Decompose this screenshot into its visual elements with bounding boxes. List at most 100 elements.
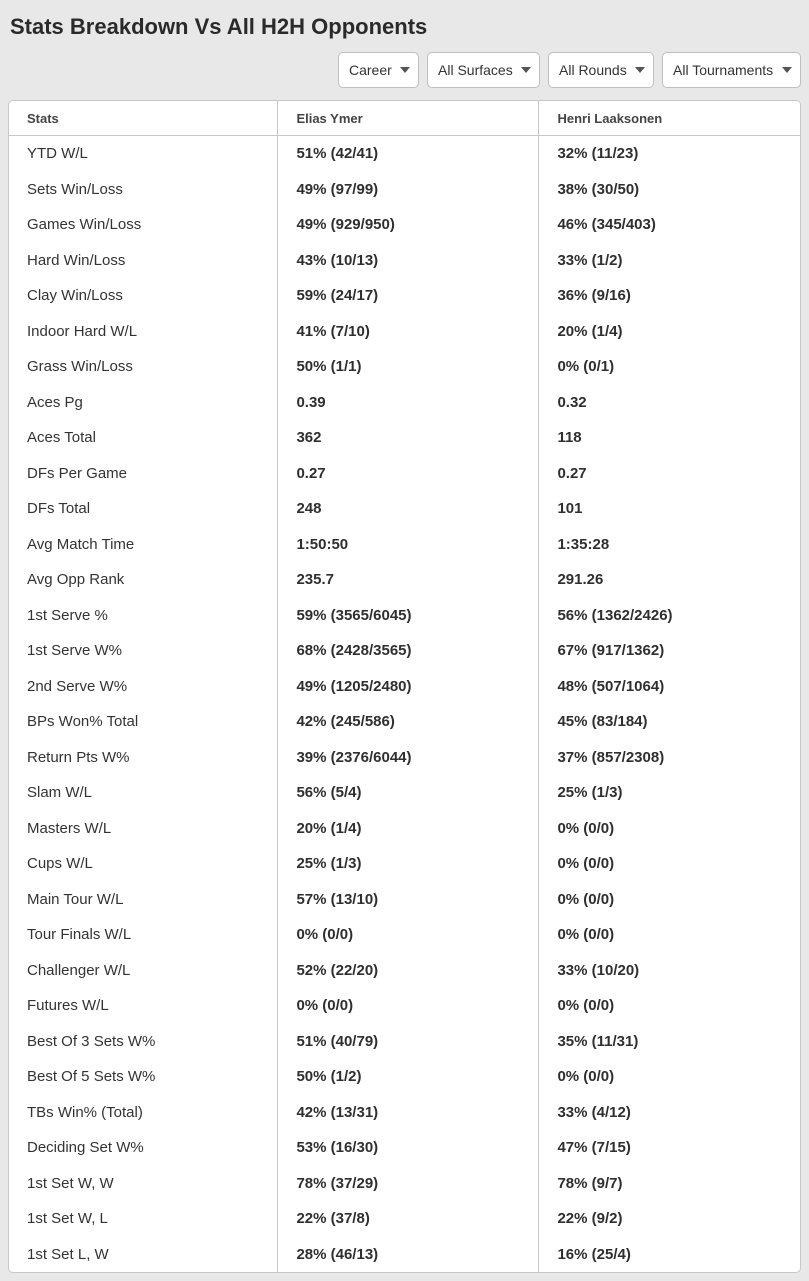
- stat-value-p2: 32% (11/23): [539, 136, 800, 172]
- stat-value-p2: 118: [539, 420, 800, 456]
- stat-label: Deciding Set W%: [9, 1130, 278, 1166]
- stat-value-p1: 53% (16/30): [278, 1130, 539, 1166]
- stat-label: Aces Total: [9, 420, 278, 456]
- stat-value-p2: 48% (507/1064): [539, 669, 800, 705]
- stat-label: Futures W/L: [9, 988, 278, 1024]
- stat-value-p2: 47% (7/15): [539, 1130, 800, 1166]
- stat-label: Hard Win/Loss: [9, 243, 278, 279]
- table-row: Sets Win/Loss49% (97/99)38% (30/50): [9, 172, 800, 208]
- stat-label: 1st Serve %: [9, 598, 278, 634]
- stat-value-p1: 59% (3565/6045): [278, 598, 539, 634]
- col-header-player1: Elias Ymer: [278, 101, 539, 136]
- stat-label: Avg Match Time: [9, 527, 278, 563]
- stat-value-p2: 22% (9/2): [539, 1201, 800, 1237]
- stat-label: 1st Set W, L: [9, 1201, 278, 1237]
- stat-label: TBs Win% (Total): [9, 1095, 278, 1131]
- table-row: Avg Match Time1:50:501:35:28: [9, 527, 800, 563]
- stat-label: Indoor Hard W/L: [9, 314, 278, 350]
- stat-value-p2: 291.26: [539, 562, 800, 598]
- stat-value-p1: 235.7: [278, 562, 539, 598]
- table-row: 1st Set L, W28% (46/13)16% (25/4): [9, 1237, 800, 1273]
- stat-value-p1: 42% (13/31): [278, 1095, 539, 1131]
- stat-label: Return Pts W%: [9, 740, 278, 776]
- stat-label: Aces Pg: [9, 385, 278, 421]
- stat-label: DFs Total: [9, 491, 278, 527]
- stat-value-p2: 0% (0/1): [539, 349, 800, 385]
- stat-value-p2: 101: [539, 491, 800, 527]
- stat-value-p1: 51% (42/41): [278, 136, 539, 172]
- filter-bar: Career All Surfaces All Rounds All Tourn…: [8, 52, 801, 88]
- stat-value-p1: 50% (1/2): [278, 1059, 539, 1095]
- table-row: Best Of 3 Sets W%51% (40/79)35% (11/31): [9, 1024, 800, 1060]
- stat-label: 2nd Serve W%: [9, 669, 278, 705]
- table-row: Avg Opp Rank235.7291.26: [9, 562, 800, 598]
- stat-value-p2: 78% (9/7): [539, 1166, 800, 1202]
- stat-label: 1st Set W, W: [9, 1166, 278, 1202]
- stat-label: BPs Won% Total: [9, 704, 278, 740]
- table-row: Best Of 5 Sets W%50% (1/2)0% (0/0): [9, 1059, 800, 1095]
- stat-value-p1: 362: [278, 420, 539, 456]
- stat-label: Cups W/L: [9, 846, 278, 882]
- stat-value-p1: 0% (0/0): [278, 988, 539, 1024]
- stat-value-p1: 1:50:50: [278, 527, 539, 563]
- table-row: YTD W/L51% (42/41)32% (11/23): [9, 136, 800, 172]
- stat-value-p2: 46% (345/403): [539, 207, 800, 243]
- stat-value-p2: 0% (0/0): [539, 811, 800, 847]
- table-row: Deciding Set W%53% (16/30)47% (7/15): [9, 1130, 800, 1166]
- stat-label: Masters W/L: [9, 811, 278, 847]
- stat-value-p2: 36% (9/16): [539, 278, 800, 314]
- stat-value-p1: 0% (0/0): [278, 917, 539, 953]
- stat-value-p2: 56% (1362/2426): [539, 598, 800, 634]
- table-row: 1st Set W, L22% (37/8)22% (9/2): [9, 1201, 800, 1237]
- stat-value-p1: 42% (245/586): [278, 704, 539, 740]
- table-header-row: Stats Elias Ymer Henri Laaksonen: [9, 101, 800, 136]
- stat-value-p2: 0% (0/0): [539, 846, 800, 882]
- stat-value-p2: 0% (0/0): [539, 917, 800, 953]
- stats-table-card: Stats Elias Ymer Henri Laaksonen YTD W/L…: [8, 100, 801, 1273]
- stat-value-p2: 0% (0/0): [539, 988, 800, 1024]
- col-header-stats: Stats: [9, 101, 278, 136]
- table-row: Grass Win/Loss50% (1/1)0% (0/1): [9, 349, 800, 385]
- stat-value-p1: 28% (46/13): [278, 1237, 539, 1273]
- stat-value-p1: 78% (37/29): [278, 1166, 539, 1202]
- table-row: 1st Serve %59% (3565/6045)56% (1362/2426…: [9, 598, 800, 634]
- tournaments-select[interactable]: All Tournaments: [662, 52, 801, 88]
- stat-value-p1: 20% (1/4): [278, 811, 539, 847]
- table-row: Aces Total362118: [9, 420, 800, 456]
- stat-value-p1: 59% (24/17): [278, 278, 539, 314]
- stat-label: Tour Finals W/L: [9, 917, 278, 953]
- stats-table: Stats Elias Ymer Henri Laaksonen YTD W/L…: [9, 101, 800, 1272]
- stat-value-p1: 43% (10/13): [278, 243, 539, 279]
- page-title: Stats Breakdown Vs All H2H Opponents: [10, 14, 801, 40]
- stat-value-p2: 16% (25/4): [539, 1237, 800, 1273]
- stat-value-p2: 1:35:28: [539, 527, 800, 563]
- stat-value-p1: 49% (97/99): [278, 172, 539, 208]
- surface-select[interactable]: All Surfaces: [427, 52, 540, 88]
- stat-value-p1: 39% (2376/6044): [278, 740, 539, 776]
- stat-value-p1: 68% (2428/3565): [278, 633, 539, 669]
- table-row: 1st Serve W%68% (2428/3565)67% (917/1362…: [9, 633, 800, 669]
- stat-value-p1: 49% (1205/2480): [278, 669, 539, 705]
- table-row: Games Win/Loss49% (929/950)46% (345/403): [9, 207, 800, 243]
- rounds-select[interactable]: All Rounds: [548, 52, 654, 88]
- stat-value-p1: 57% (13/10): [278, 882, 539, 918]
- table-row: DFs Total248101: [9, 491, 800, 527]
- stat-value-p2: 37% (857/2308): [539, 740, 800, 776]
- stat-label: Challenger W/L: [9, 953, 278, 989]
- stat-value-p2: 67% (917/1362): [539, 633, 800, 669]
- period-select[interactable]: Career: [338, 52, 419, 88]
- stat-label: Avg Opp Rank: [9, 562, 278, 598]
- stat-label: Best Of 3 Sets W%: [9, 1024, 278, 1060]
- stat-value-p1: 0.27: [278, 456, 539, 492]
- table-row: Aces Pg0.390.32: [9, 385, 800, 421]
- col-header-player2: Henri Laaksonen: [539, 101, 800, 136]
- stat-label: Clay Win/Loss: [9, 278, 278, 314]
- stat-value-p2: 20% (1/4): [539, 314, 800, 350]
- stat-value-p2: 33% (10/20): [539, 953, 800, 989]
- table-row: Cups W/L25% (1/3)0% (0/0): [9, 846, 800, 882]
- stat-label: Grass Win/Loss: [9, 349, 278, 385]
- stat-label: Slam W/L: [9, 775, 278, 811]
- stat-value-p1: 22% (37/8): [278, 1201, 539, 1237]
- stat-value-p2: 45% (83/184): [539, 704, 800, 740]
- stat-value-p1: 52% (22/20): [278, 953, 539, 989]
